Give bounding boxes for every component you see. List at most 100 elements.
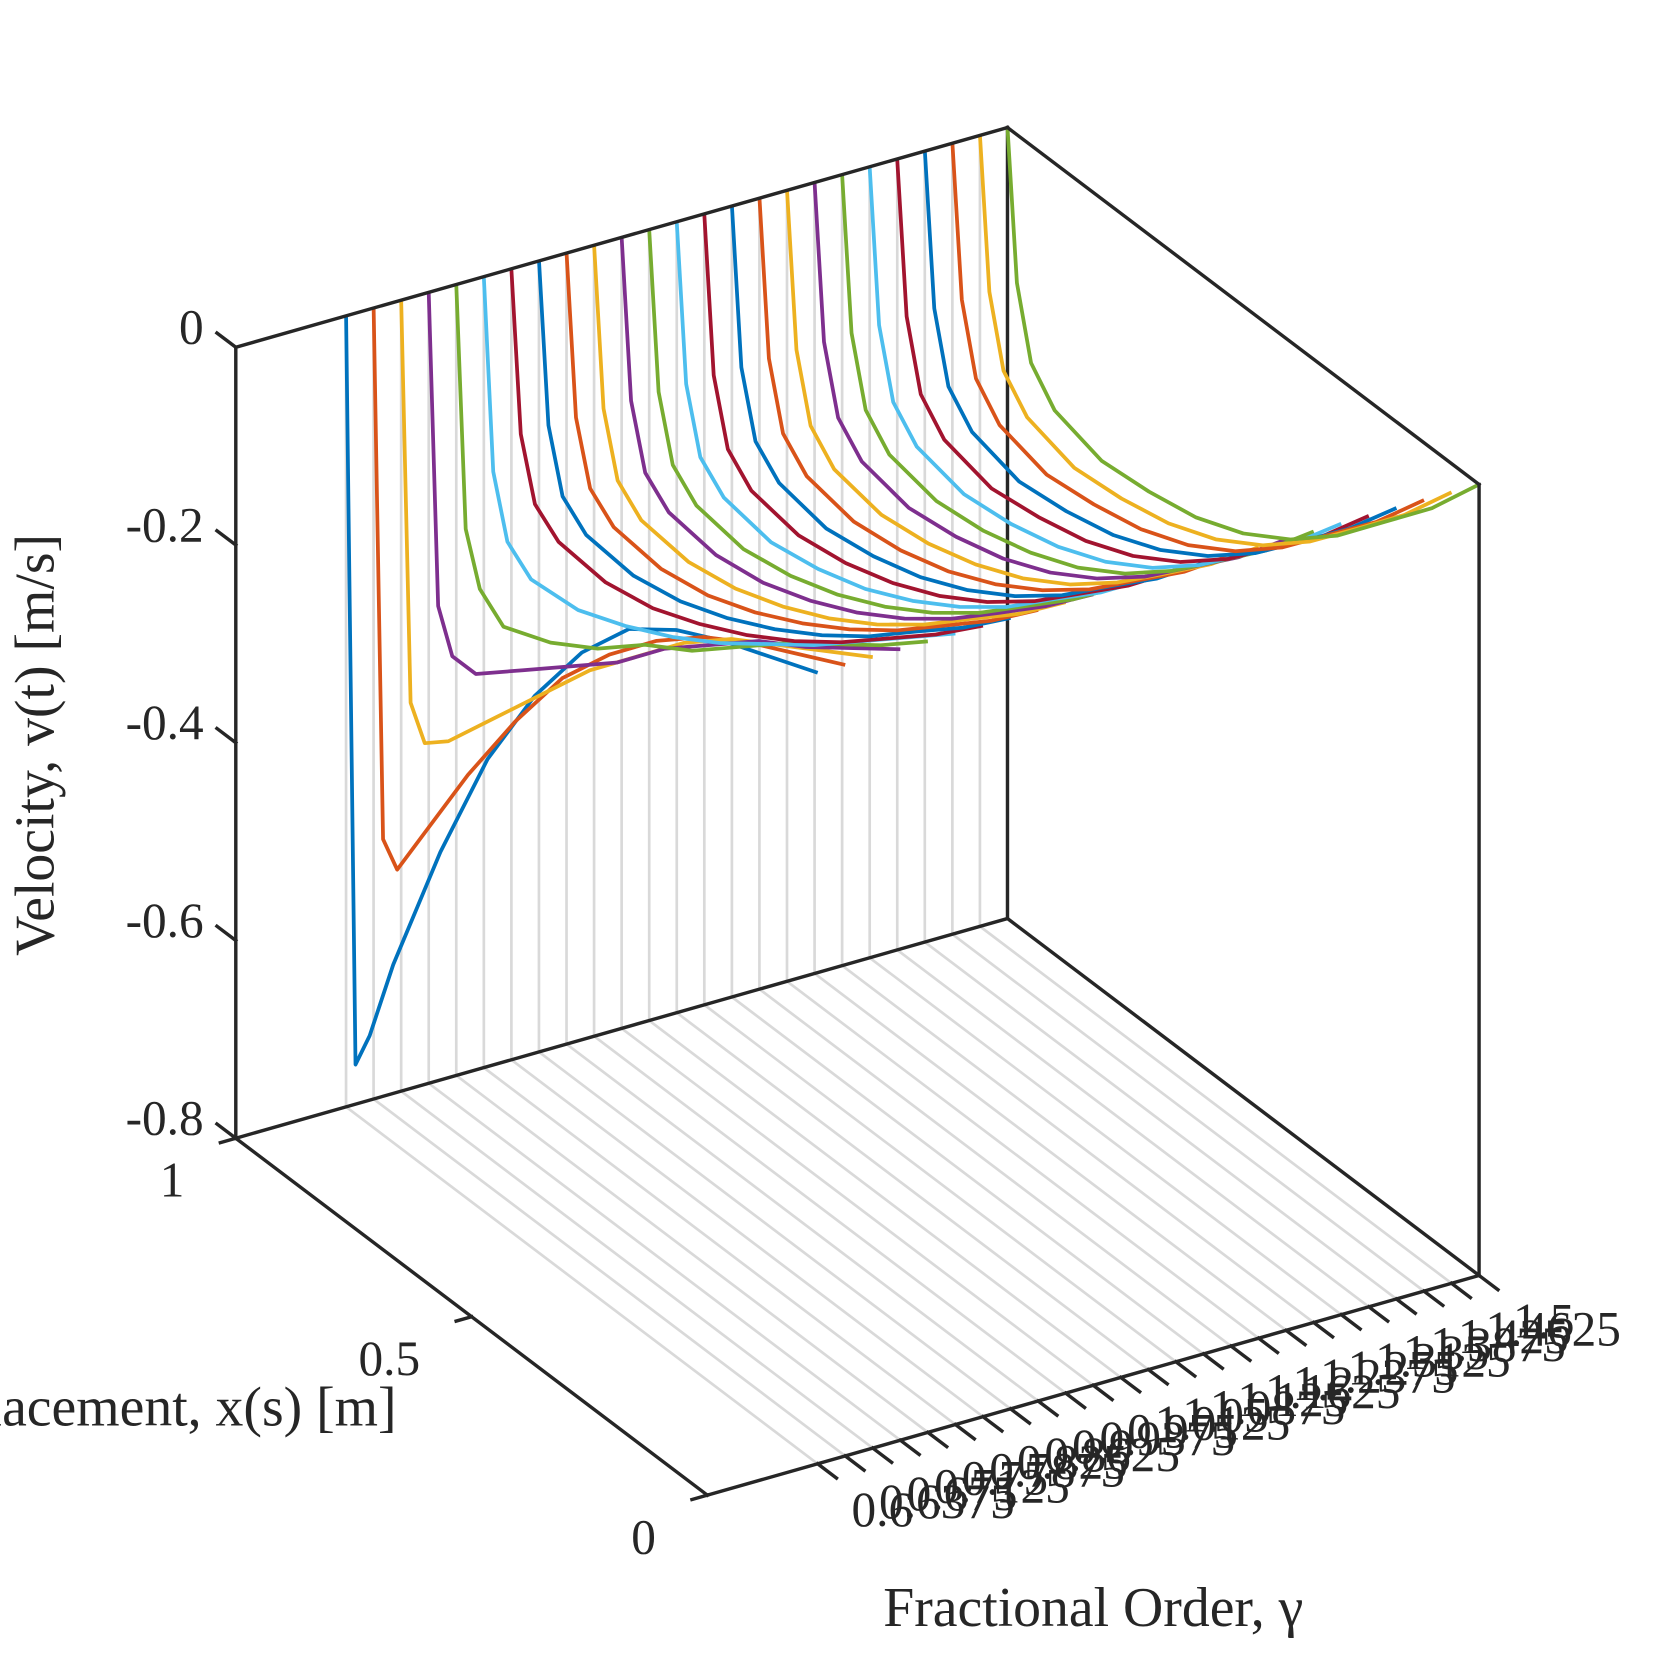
y-tick-label: 1.425 (1458, 1309, 1569, 1364)
x-tick-label: 0.5 (359, 1331, 421, 1386)
y-tick (1063, 1390, 1087, 1410)
y-tick (1393, 1296, 1418, 1316)
floor-line (620, 1027, 1095, 1387)
series-line (537, 260, 1011, 639)
series-line (592, 245, 1067, 627)
floor-line (455, 1074, 929, 1434)
y-tick-label: 0.7125 (934, 1458, 1070, 1513)
y-tick (1118, 1375, 1143, 1395)
y-tick-label: 0.6375 (879, 1474, 1015, 1529)
series-line (344, 315, 819, 1067)
y-tick-label: 1.5 (1513, 1293, 1575, 1348)
x-tick (689, 1493, 710, 1502)
floor-line (731, 995, 1205, 1355)
y-tick (1366, 1304, 1391, 1324)
series-line (978, 135, 1453, 548)
series-line (950, 143, 1425, 554)
y-tick-label: 1.0125 (1155, 1395, 1291, 1450)
y-tick (1173, 1359, 1198, 1379)
y-tick-label: 0.825 (1017, 1435, 1128, 1490)
series-line (399, 300, 874, 746)
floor-line (923, 941, 1398, 1301)
floor-line (896, 948, 1370, 1308)
y-tick-label: 0.6 (851, 1482, 913, 1537)
x-tick-label: 0 (631, 1510, 656, 1565)
floor-line (538, 1050, 1012, 1410)
y-tick (1338, 1312, 1363, 1332)
y-tick (1201, 1351, 1225, 1371)
y-tick-label: 1.0875 (1210, 1380, 1346, 1435)
floor-line (565, 1043, 1039, 1403)
y-tick (1008, 1406, 1032, 1426)
z-tick (214, 923, 239, 943)
z-tick-label: -0.8 (126, 1091, 204, 1146)
x-axis-label: Displacement, x(s) [m] (0, 1376, 397, 1438)
y-tick-label: 0.675 (907, 1466, 1018, 1521)
floor-line (758, 988, 1232, 1348)
z-tick-label: 0 (179, 300, 204, 355)
floor-line (427, 1082, 902, 1442)
z-tick-label: -0.2 (126, 497, 204, 552)
z-tick (214, 528, 239, 548)
z-tick (214, 330, 239, 350)
y-tick-label: 1.2375 (1320, 1348, 1456, 1403)
floor-line (979, 925, 1453, 1285)
floor-line (400, 1090, 874, 1450)
axis-box (233, 125, 1010, 350)
y-tick (815, 1461, 839, 1481)
y-tick-label: 1.35 (1403, 1325, 1489, 1380)
floor-line (813, 972, 1287, 1332)
y-tick (1228, 1343, 1253, 1363)
y-tick (1090, 1382, 1115, 1402)
axis-box (1005, 125, 1482, 487)
series-line (426, 292, 901, 676)
y-tick (1476, 1273, 1501, 1293)
series-line (895, 158, 1370, 564)
z-axis-label: Velocity, v(t) [m/s] (5, 534, 67, 956)
x-tick (454, 1314, 474, 1324)
series-line (647, 229, 1122, 615)
y-tick (925, 1429, 950, 1450)
floor-line (868, 956, 1343, 1316)
floor-line (841, 964, 1315, 1324)
y-tick (1256, 1335, 1280, 1355)
x-tick-label: 1 (160, 1153, 185, 1208)
series-line (564, 252, 1039, 633)
y-tick-label: 1.275 (1348, 1341, 1459, 1396)
y-tick-label: 1.1625 (1265, 1364, 1401, 1419)
x-tick (218, 1136, 238, 1145)
y-tick (1145, 1367, 1170, 1387)
floor-line (675, 1011, 1150, 1371)
series-line (619, 237, 1094, 621)
y-tick (1421, 1288, 1446, 1308)
axis-box (233, 916, 1010, 1141)
y-tick-label: 0.975 (1127, 1403, 1238, 1458)
z-tick-label: -0.4 (126, 695, 204, 750)
y-tick-label: 0.8625 (1044, 1427, 1180, 1482)
y-tick-label: 0.9375 (1100, 1411, 1236, 1466)
z-tick (214, 1121, 239, 1141)
floor-line (372, 1097, 846, 1457)
floor-line (648, 1019, 1122, 1379)
floor-line (483, 1066, 957, 1426)
y-axis-label: Fractional Order, γ (883, 1577, 1303, 1639)
y-tick (1311, 1320, 1335, 1340)
y-tick (842, 1453, 867, 1473)
floor-line (345, 1105, 819, 1465)
y-tick-label: 1.3875 (1430, 1317, 1566, 1372)
z-tick (214, 726, 239, 746)
floor-line (703, 1003, 1177, 1363)
y-tick (897, 1437, 922, 1457)
y-tick (870, 1445, 895, 1465)
y-tick (980, 1414, 1005, 1434)
y-tick (1283, 1327, 1308, 1348)
y-tick-label: 0.9 (1072, 1419, 1134, 1474)
z-tick-label: -0.6 (126, 893, 204, 948)
y-tick (1035, 1398, 1060, 1418)
floor-line (510, 1058, 984, 1418)
y-tick-label: 1.05 (1182, 1388, 1268, 1443)
y-tick-label: 1.2 (1292, 1356, 1354, 1411)
y-tick-label: 1.3125 (1375, 1333, 1511, 1388)
floor-line (951, 933, 1425, 1293)
